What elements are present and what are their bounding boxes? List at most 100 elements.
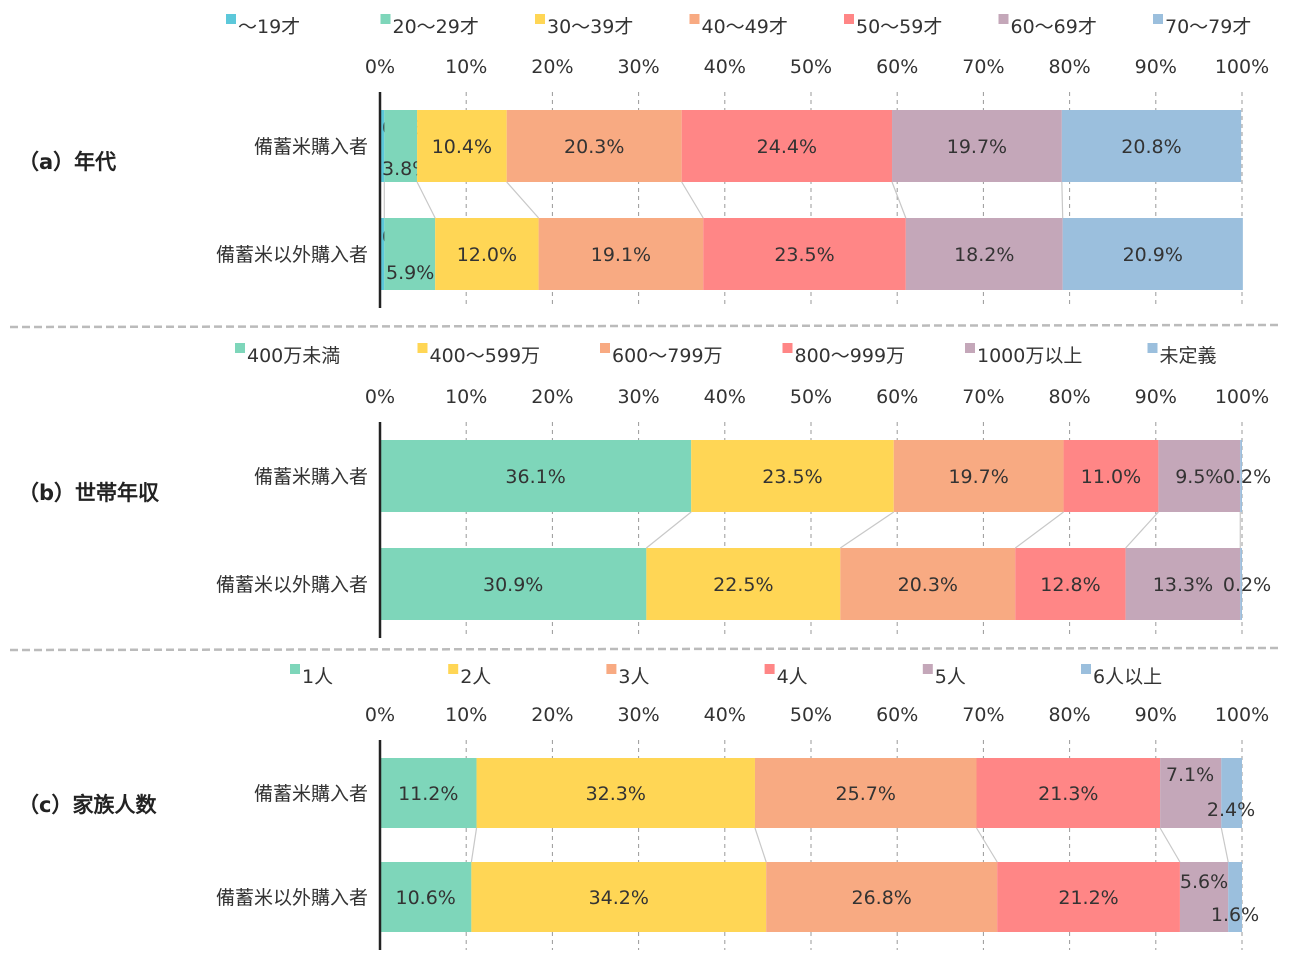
bar-segment <box>476 758 755 828</box>
legend-label: 600～799万 <box>612 345 723 367</box>
connector-line <box>754 827 767 863</box>
connector-line <box>975 827 998 863</box>
legend-label: 6人以上 <box>1093 666 1162 688</box>
data-label: 24.4% <box>757 136 817 158</box>
bar-segment <box>1158 440 1241 512</box>
category-label: 備蓄米以外購入者 <box>216 574 368 596</box>
x-tick-label: 80% <box>1048 386 1090 408</box>
data-label: 23.5% <box>762 466 822 488</box>
data-label: 20.8% <box>1121 136 1181 158</box>
x-tick-label: 30% <box>617 704 659 726</box>
legend-label: 60～69才 <box>1011 16 1097 38</box>
bar-segment <box>380 110 385 182</box>
category-label: 備蓄米購入者 <box>254 466 368 488</box>
legend-label: 40～49才 <box>702 16 788 38</box>
legend-label: 30～39才 <box>547 16 633 38</box>
data-label: 23.5% <box>774 244 834 266</box>
bar-segment <box>1125 548 1241 620</box>
data-label: 32.3% <box>586 783 646 805</box>
x-tick-label: 0% <box>365 704 395 726</box>
legend-swatch <box>226 14 236 24</box>
data-label: 11.2% <box>398 783 458 805</box>
x-tick-label: 10% <box>445 386 487 408</box>
legend-label: 800～999万 <box>795 345 906 367</box>
bar-segment <box>1240 440 1242 512</box>
legend-swatch <box>965 343 975 353</box>
data-label: 25.7% <box>836 783 896 805</box>
x-tick-label: 0% <box>365 56 395 78</box>
legend-swatch <box>1081 664 1091 674</box>
bar-segment <box>380 862 472 932</box>
data-label: 19.7% <box>947 136 1007 158</box>
section-divider <box>9 646 1281 652</box>
legend-label: 4人 <box>777 666 808 688</box>
legend-label: 3人 <box>618 666 649 688</box>
data-label: 30.9% <box>483 574 543 596</box>
bar-segment <box>703 218 906 290</box>
x-tick-label: 50% <box>790 386 832 408</box>
data-label: 19.1% <box>591 244 651 266</box>
data-label: 11.0% <box>1081 466 1141 488</box>
bar-segment <box>754 758 977 828</box>
legend-swatch <box>600 343 610 353</box>
section-title: （a）年代 <box>18 150 116 174</box>
bar-segment <box>384 218 436 290</box>
bar-segment <box>997 862 1180 932</box>
bar-segment <box>976 758 1161 828</box>
connector-line <box>645 511 692 549</box>
bar-segment <box>892 110 1062 182</box>
legend-label: 400万未満 <box>247 345 340 367</box>
legend-swatch <box>764 664 775 674</box>
data-label: 2.4% <box>1207 799 1255 821</box>
x-tick-label: 60% <box>876 386 918 408</box>
bar-segment <box>1160 758 1222 828</box>
x-tick-label: 30% <box>617 386 659 408</box>
data-label: 34.2% <box>589 887 649 909</box>
connector-line <box>1220 827 1229 863</box>
legend-label: 5人 <box>935 666 966 688</box>
data-label: 10.6% <box>396 887 456 909</box>
legend-swatch <box>417 343 428 353</box>
x-tick-label: 70% <box>962 704 1004 726</box>
x-tick-label: 60% <box>876 704 918 726</box>
data-label: 36.1% <box>505 466 565 488</box>
x-tick-label: 40% <box>704 386 746 408</box>
data-label: 7.1% <box>1166 764 1214 786</box>
data-label: 13.3% <box>1153 574 1213 596</box>
bar-segment <box>1061 110 1242 182</box>
x-tick-label: 0% <box>365 386 395 408</box>
bar-segment <box>380 218 385 290</box>
bar-segment <box>691 440 894 512</box>
connector-line <box>1014 511 1064 549</box>
category-label: 備蓄米以外購入者 <box>216 887 368 909</box>
legend-swatch <box>606 664 617 674</box>
bar-segment <box>681 110 893 182</box>
data-label: 20.3% <box>564 136 624 158</box>
bar-segment <box>1240 548 1242 620</box>
legend-swatch <box>1153 14 1163 24</box>
x-tick-label: 100% <box>1215 386 1269 408</box>
data-label: 21.3% <box>1038 783 1098 805</box>
connector-line <box>1061 181 1064 219</box>
x-tick-label: 100% <box>1215 56 1269 78</box>
bar-segment <box>417 110 507 182</box>
x-tick-label: 10% <box>445 704 487 726</box>
bar-segment <box>646 548 841 620</box>
data-label: 18.2% <box>954 244 1014 266</box>
connector-line <box>416 181 436 219</box>
section-divider <box>9 323 1281 329</box>
legend-label: 1000万以上 <box>977 345 1082 367</box>
data-label: 19.7% <box>948 466 1008 488</box>
x-tick-label: 90% <box>1135 56 1177 78</box>
x-tick-label: 80% <box>1048 56 1090 78</box>
x-tick-label: 60% <box>876 56 918 78</box>
bar-segment <box>1015 548 1126 620</box>
bar-segment <box>905 218 1063 290</box>
connector-line <box>1125 511 1159 549</box>
bar-segment <box>840 548 1016 620</box>
legend-label: 未定義 <box>1160 345 1217 367</box>
data-label: 0.2% <box>1223 466 1271 488</box>
data-label: 12.8% <box>1040 574 1100 596</box>
x-tick-label: 90% <box>1135 386 1177 408</box>
